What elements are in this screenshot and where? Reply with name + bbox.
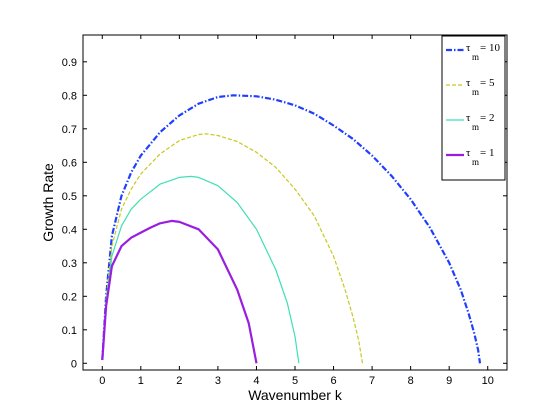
- legend-value: = 1: [480, 147, 494, 159]
- y-axis-label: Growth Rate: [40, 163, 56, 242]
- series-line-0: [101, 94, 482, 364]
- x-tick-label: 0: [99, 375, 105, 387]
- x-tick-label: 10: [482, 375, 494, 387]
- y-tick-label: 0: [71, 358, 77, 370]
- y-tick-label: 0.7: [62, 124, 77, 136]
- series-line-2: [101, 175, 300, 364]
- x-tick-label: 1: [138, 375, 144, 387]
- series-layer: [101, 94, 482, 364]
- legend-value: = 2: [480, 112, 494, 124]
- legend-tau-symbol: τ: [466, 42, 471, 54]
- x-tick-label: 3: [215, 375, 221, 387]
- y-tick-label: 0.6: [62, 157, 77, 169]
- y-tick-label: 0.9: [62, 57, 77, 69]
- x-tick-label: 2: [176, 375, 182, 387]
- x-tick-label: 6: [330, 375, 336, 387]
- x-tick-label: 5: [292, 375, 298, 387]
- legend-tau-symbol: τ: [466, 147, 471, 159]
- legend-value: = 10: [480, 42, 500, 54]
- y-tick-label: 0.3: [62, 258, 77, 270]
- series-line-3: [101, 219, 258, 364]
- y-tick-label: 0.1: [62, 325, 77, 337]
- legend-subscript: m: [472, 122, 479, 132]
- legend-subscript: m: [472, 87, 479, 97]
- legend-tau-symbol: τ: [466, 77, 471, 89]
- series-line-1: [101, 133, 364, 364]
- x-tick-label: 8: [408, 375, 414, 387]
- y-tick-label: 0.4: [62, 224, 77, 236]
- x-tick-label: 4: [253, 375, 259, 387]
- x-axis-ticks: 0 1 2 3 4 5 6 7 8 9 10: [99, 35, 494, 387]
- legend-subscript: m: [472, 157, 479, 167]
- legend-value: = 5: [480, 77, 495, 89]
- y-tick-label: 0.2: [62, 291, 77, 303]
- y-tick-label: 0.8: [62, 90, 77, 102]
- y-axis-ticks: 0 0.1 0.2 0.3 0.4 0.5 0.6 0.7 0.8 0.9: [62, 57, 507, 370]
- y-tick-label: 0.5: [62, 191, 77, 203]
- x-axis-label: Wavenumber k: [248, 387, 343, 403]
- legend-subscript: m: [472, 52, 479, 62]
- legend-tau-symbol: τ: [466, 112, 471, 124]
- x-tick-label: 9: [446, 375, 452, 387]
- x-tick-label: 7: [369, 375, 375, 387]
